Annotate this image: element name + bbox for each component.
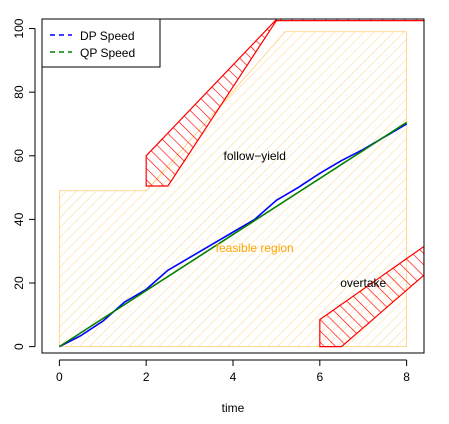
y-tick-label: 100	[12, 18, 26, 38]
legend-label-qp: QP Speed	[80, 46, 135, 60]
region-feasible-region	[58, 31, 408, 348]
y-tick-label: 0	[12, 343, 26, 350]
annotation-feasible-region: feasible region	[216, 241, 294, 255]
series-line-qp-speed	[58, 121, 408, 348]
legend-label-dp: DP Speed	[80, 29, 135, 43]
y-tick-label: 60	[12, 149, 26, 163]
plot-frame	[41, 18, 425, 354]
x-tick-label: 6	[316, 370, 323, 384]
y-tick-label: 20	[12, 276, 26, 290]
y-tick-label: 80	[12, 85, 26, 99]
x-axis-label: time	[222, 401, 245, 415]
region-follow-yield	[145, 19, 424, 187]
x-tick-label: 4	[230, 370, 237, 384]
x-tick-label: 0	[56, 370, 63, 384]
annotation-overtake: overtake	[340, 276, 386, 290]
y-tick-label: 40	[12, 212, 26, 226]
legend-box	[41, 18, 161, 68]
legend: DP Speed QP Speed	[41, 18, 161, 68]
x-tick-label: 8	[403, 370, 410, 384]
x-tick-label: 2	[143, 370, 150, 384]
region-overtake	[319, 245, 424, 348]
annotation-follow-yield: follow−yield	[224, 149, 286, 163]
